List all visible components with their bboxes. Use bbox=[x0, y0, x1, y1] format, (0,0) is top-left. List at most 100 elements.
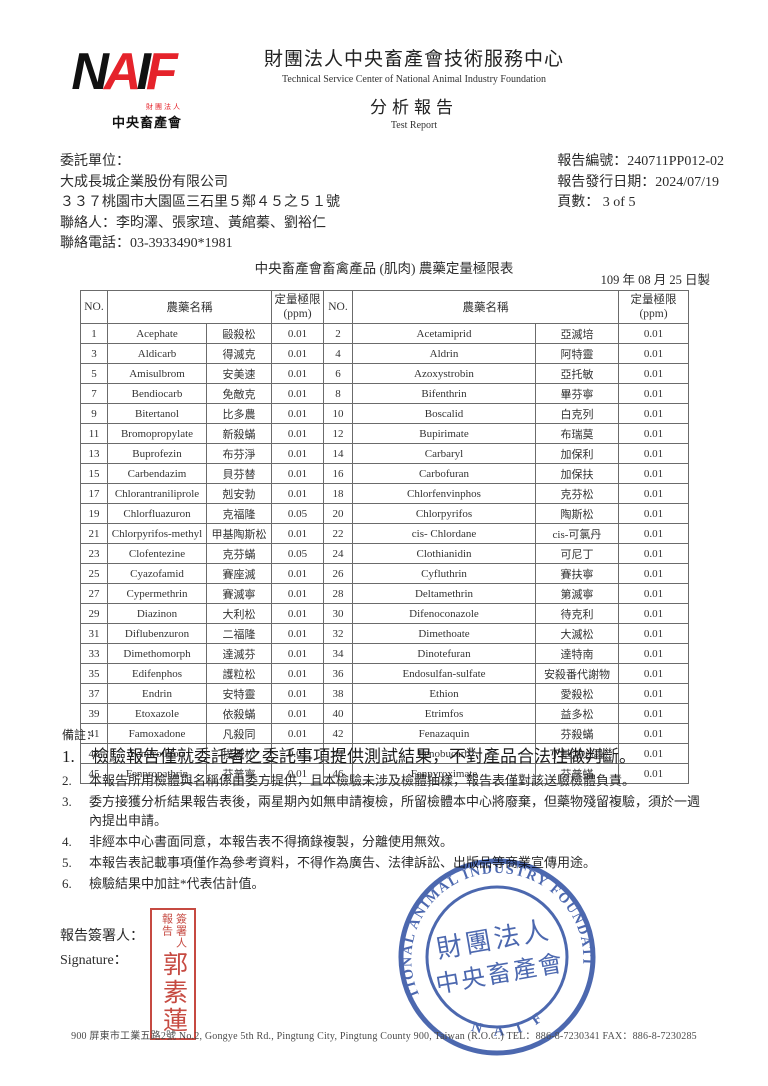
cell-no-right: 26 bbox=[323, 563, 353, 584]
cell-name-zh-right: 丁基滅必蝨 bbox=[535, 743, 619, 764]
cell-no-right: 20 bbox=[323, 503, 353, 524]
cell-limit-right: 0.01 bbox=[618, 763, 689, 784]
note-text: 非經本中心書面同意，本報告表不得摘錄複製，分離使用無效。 bbox=[89, 834, 454, 849]
cell-limit-left: 0.01 bbox=[271, 323, 324, 344]
cell-limit-left: 0.01 bbox=[271, 443, 324, 464]
cell-name-en-right: Acetamiprid bbox=[352, 323, 536, 344]
cell-no-right: 10 bbox=[323, 403, 353, 424]
cell-name-en-left: Edifenphos bbox=[107, 663, 207, 684]
cell-no-right: 36 bbox=[323, 663, 353, 684]
signature-section: 報告簽署人： Signature： bbox=[60, 925, 144, 973]
cell-name-zh-left: 芬普寧 bbox=[206, 763, 272, 784]
cell-no-right: 2 bbox=[323, 323, 353, 344]
cell-name-en-right: Chlorpyrifos bbox=[352, 503, 536, 524]
note-item: 2. 本報告所用檢體與名稱係由委方提供，且本檢驗未涉及檢體抽樣，報告表僅對該送驗… bbox=[62, 771, 712, 790]
cell-name-en-left: Endrin bbox=[107, 683, 207, 704]
cell-name-en-right: Difenoconazole bbox=[352, 603, 536, 624]
cell-name-zh-right: 待克利 bbox=[535, 603, 619, 624]
cell-no-left: 3 bbox=[80, 343, 108, 364]
cell-name-en-right: Cyfluthrin bbox=[352, 563, 536, 584]
cell-no-left: 5 bbox=[80, 363, 108, 384]
table-row: 19 Chlorfluazuron 克福隆 0.05 20 Chlorpyrif… bbox=[80, 503, 689, 524]
cell-name-zh-left: 賽座滅 bbox=[206, 563, 272, 584]
cell-no-left: 21 bbox=[80, 523, 108, 544]
note-item: 1. 檢驗報告僅就委託者之委託事項提供測試結果，不對產品合法性做判斷。 bbox=[62, 745, 712, 769]
cell-no-right: 8 bbox=[323, 383, 353, 404]
cell-name-en-right: Bifenthrin bbox=[352, 383, 536, 404]
note-number: 6. bbox=[62, 876, 72, 891]
cell-name-en-right: Fenazaquin bbox=[352, 723, 536, 744]
cell-name-zh-right: 陶斯松 bbox=[535, 503, 619, 524]
cell-name-en-right: Endosulfan-sulfate bbox=[352, 663, 536, 684]
cell-limit-left: 0.01 bbox=[271, 763, 324, 784]
naif-logo: NAIF 財團法人 中央畜產會 bbox=[56, 44, 188, 131]
cell-name-zh-left: 克芬蟎 bbox=[206, 543, 272, 564]
cell-no-left: 31 bbox=[80, 623, 108, 644]
cell-limit-right: 0.01 bbox=[618, 403, 689, 424]
report-page-count: 頁數： 3 of 5 bbox=[557, 195, 636, 210]
cell-no-left: 25 bbox=[80, 563, 108, 584]
cell-name-en-left: Chlorfluazuron bbox=[107, 503, 207, 524]
cell-name-zh-right: cis-可氯丹 bbox=[535, 523, 619, 544]
pesticide-table-body: 1 Acephate 毆殺松 0.01 2 Acetamiprid 亞滅培 0.… bbox=[80, 323, 689, 784]
cell-name-zh-right: 布瑞莫 bbox=[535, 423, 619, 444]
cell-limit-right: 0.01 bbox=[618, 563, 689, 584]
cell-name-zh-left: 安特靈 bbox=[206, 683, 272, 704]
cell-name-zh-right: 大滅松 bbox=[535, 623, 619, 644]
cell-name-en-right: Carbofuran bbox=[352, 463, 536, 484]
cell-no-right: 28 bbox=[323, 583, 353, 604]
cell-name-en-left: Chlorpyrifos-methyl bbox=[107, 523, 207, 544]
cell-name-zh-left: 毆殺松 bbox=[206, 323, 272, 344]
table-row: 9 Bitertanol 比多農 0.01 10 Boscalid 白克列 0.… bbox=[80, 403, 689, 424]
cell-name-zh-left: 剋安勃 bbox=[206, 483, 272, 504]
cell-no-right: 22 bbox=[323, 523, 353, 544]
limit-label-line1: 定量極限 bbox=[630, 294, 677, 306]
table-row: 37 Endrin 安特靈 0.01 38 Ethion 愛殺松 0.01 bbox=[80, 683, 689, 704]
cell-name-en-left: Aldicarb bbox=[107, 343, 207, 364]
cell-limit-left: 0.01 bbox=[271, 623, 324, 644]
table-row: 23 Clofentezine 克芬蟎 0.05 24 Clothianidin… bbox=[80, 543, 689, 564]
report-title: 分析報告 bbox=[370, 98, 458, 117]
note-item: 6. 檢驗結果中加註*代表估計值。 bbox=[62, 874, 712, 893]
cell-no-left: 39 bbox=[80, 703, 108, 724]
table-row: 1 Acephate 毆殺松 0.01 2 Acetamiprid 亞滅培 0.… bbox=[80, 323, 689, 344]
stamp-title: 簽署人 報告 bbox=[160, 913, 187, 949]
cell-limit-right: 0.01 bbox=[618, 443, 689, 464]
cell-name-zh-left: 貝芬替 bbox=[206, 463, 272, 484]
cell-limit-left: 0.01 bbox=[271, 743, 324, 764]
cell-limit-left: 0.01 bbox=[271, 363, 324, 384]
note-number: 2. bbox=[62, 773, 72, 788]
signer-label-zh: 報告簽署人： bbox=[60, 929, 144, 944]
cell-name-en-left: Diflubenzuron bbox=[107, 623, 207, 644]
cell-name-zh-left: 大利松 bbox=[206, 603, 272, 624]
cell-name-en-right: Dimethoate bbox=[352, 623, 536, 644]
client-address: ３３７桃園市大園區三石里５鄰４５之５１號 bbox=[60, 195, 340, 210]
note-number: 3. bbox=[62, 794, 72, 809]
cell-limit-right: 0.01 bbox=[618, 623, 689, 644]
cell-no-left: 15 bbox=[80, 463, 108, 484]
table-row: 21 Chlorpyrifos-methyl 甲基陶斯松 0.01 22 cis… bbox=[80, 523, 689, 544]
cell-limit-left: 0.01 bbox=[271, 603, 324, 624]
cell-limit-left: 0.01 bbox=[271, 723, 324, 744]
cell-name-en-left: Diazinon bbox=[107, 603, 207, 624]
cell-name-en-right: Boscalid bbox=[352, 403, 536, 424]
cell-no-left: 9 bbox=[80, 403, 108, 424]
stamp-title-right-column: 簽署人 bbox=[174, 913, 187, 949]
note-text: 檢驗結果中加註*代表估計值。 bbox=[89, 876, 265, 891]
cell-name-zh-right: 加保扶 bbox=[535, 463, 619, 484]
limit-label-line1: 定量極限 bbox=[274, 294, 321, 306]
cell-limit-left: 0.05 bbox=[271, 503, 324, 524]
col-header-name-right: 農藥名稱 bbox=[352, 290, 619, 324]
logo-org-name: 中央畜產會 bbox=[111, 115, 182, 130]
stamp-signer-name: 郭素蓮 bbox=[159, 951, 187, 1035]
cell-limit-left: 0.01 bbox=[271, 583, 324, 604]
cell-no-right: 38 bbox=[323, 683, 353, 704]
cell-name-en-right: Deltamethrin bbox=[352, 583, 536, 604]
table-row: 17 Chlorantraniliprole 剋安勃 0.01 18 Chlor… bbox=[80, 483, 689, 504]
cell-name-en-right: Ethion bbox=[352, 683, 536, 704]
note-item: 4. 非經本中心書面同意，本報告表不得摘錄複製，分離使用無效。 bbox=[62, 832, 712, 851]
cell-name-zh-left: 賽滅寧 bbox=[206, 583, 272, 604]
cell-name-en-right: cis- Chlordane bbox=[352, 523, 536, 544]
note-item: 5. 本報告表記載事項僅作為參考資料，不得作為廣告、法律訴訟、出版品等商業宣傳用… bbox=[62, 853, 712, 872]
cell-name-en-left: Bromopropylate bbox=[107, 423, 207, 444]
